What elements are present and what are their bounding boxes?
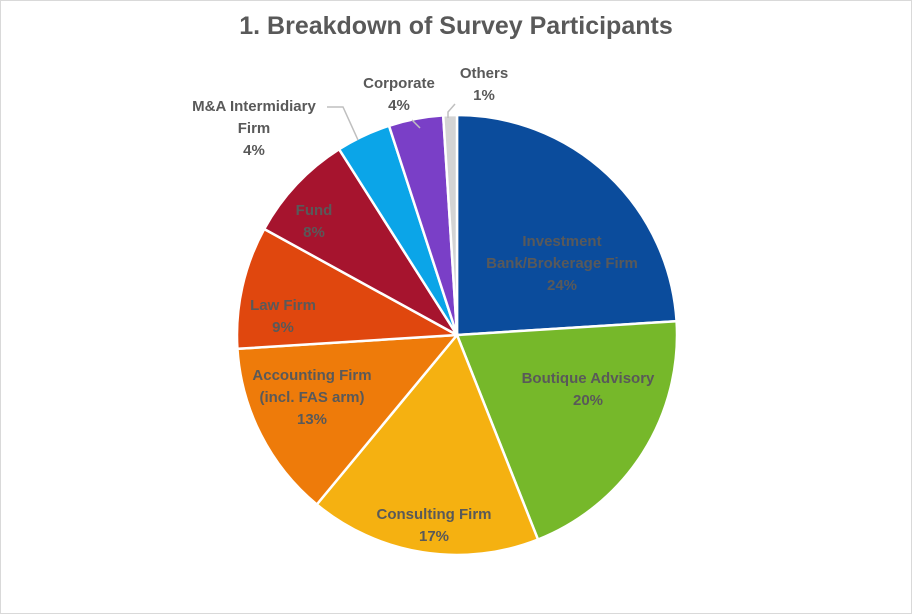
- slice-label-corporate: Corporate 4%: [363, 75, 435, 114]
- slice-label-law-firm: Law Firm 9%: [250, 297, 316, 336]
- leader-line: [411, 119, 421, 129]
- slice-label-m-a-intermidiary-firm: M&A Intermidiary Firm 4%: [192, 98, 316, 159]
- chart-title: 1. Breakdown of Survey Participants: [239, 12, 673, 40]
- pie-slice-boutique-advisory: [455, 319, 679, 542]
- pie-slice-consulting-firm: [315, 332, 540, 557]
- slice-label-boutique-advisory: Boutique Advisory 20%: [522, 370, 655, 409]
- pie-slice-law-firm: [235, 227, 462, 351]
- pie-slice-accounting-firm-incl-fas-arm-: [236, 333, 460, 507]
- slice-label-accounting-firm-incl-fas-arm-: Accounting Firm (incl. FAS arm) 13%: [252, 367, 371, 428]
- leader-line: [447, 103, 456, 118]
- pie-slice-investment-bank-brokerage-firm: [455, 113, 678, 337]
- slice-label-consulting-firm: Consulting Firm 17%: [377, 506, 492, 545]
- pie-slice-others: [441, 113, 459, 336]
- slice-label-investment-bank-brokerage-firm: Investment Bank/Brokerage Firm 24%: [486, 233, 638, 294]
- leader-line: [327, 106, 359, 141]
- pie-slice-fund: [262, 147, 459, 337]
- slice-label-fund: Fund 8%: [296, 202, 333, 241]
- slice-label-others: Others 1%: [460, 65, 508, 104]
